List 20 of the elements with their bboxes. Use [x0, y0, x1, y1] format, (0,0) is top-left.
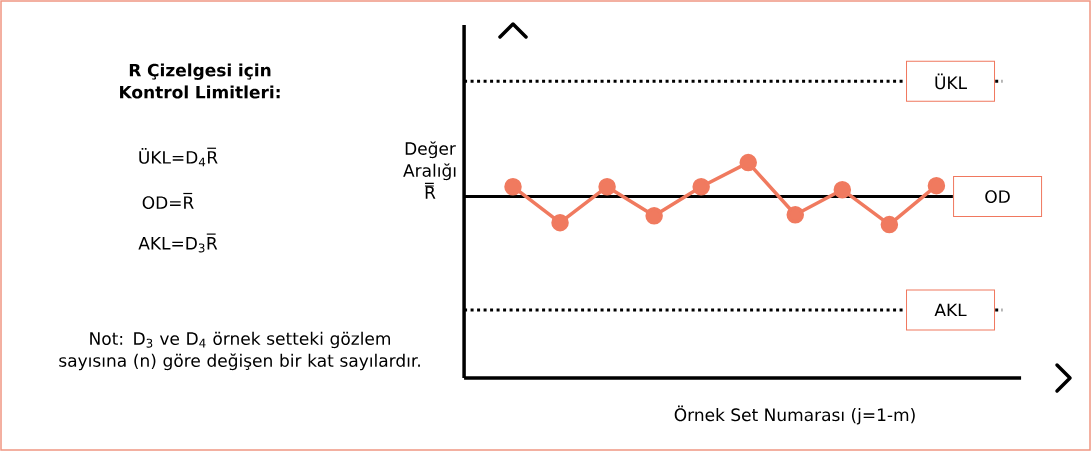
point: [598, 177, 616, 196]
text: AKL=D$_{3}$R̅: [138, 233, 218, 253]
point: [692, 177, 710, 196]
text: R Çizelgesi için Kontrol Limitleri:: [120, 63, 280, 99]
point: [786, 205, 805, 224]
text: Not: D$_{3}$ ve D$_{4}$ örnek setteki gözlem sayısına (n) göre değişen bir kat sayılardır.: [59, 331, 420, 371]
y-axis-title: Değer Aralığı R̿: [403, 141, 456, 199]
point: [551, 213, 569, 232]
point: [739, 153, 757, 172]
ref-line-label: AKL: [934, 303, 967, 317]
ref-line-label: OD: [985, 190, 1010, 204]
point: [645, 207, 663, 225]
point: [927, 176, 946, 195]
point: [880, 215, 899, 234]
text: OD=R̅: [142, 192, 194, 210]
text: ÜKL=D$_{4}$R̅: [139, 147, 218, 167]
point: [833, 180, 852, 199]
ref-line-label: ÜKL: [935, 73, 967, 90]
point: [504, 177, 522, 196]
x-axis-title: Örnek Set Numarası (j=1-m): [674, 405, 915, 425]
